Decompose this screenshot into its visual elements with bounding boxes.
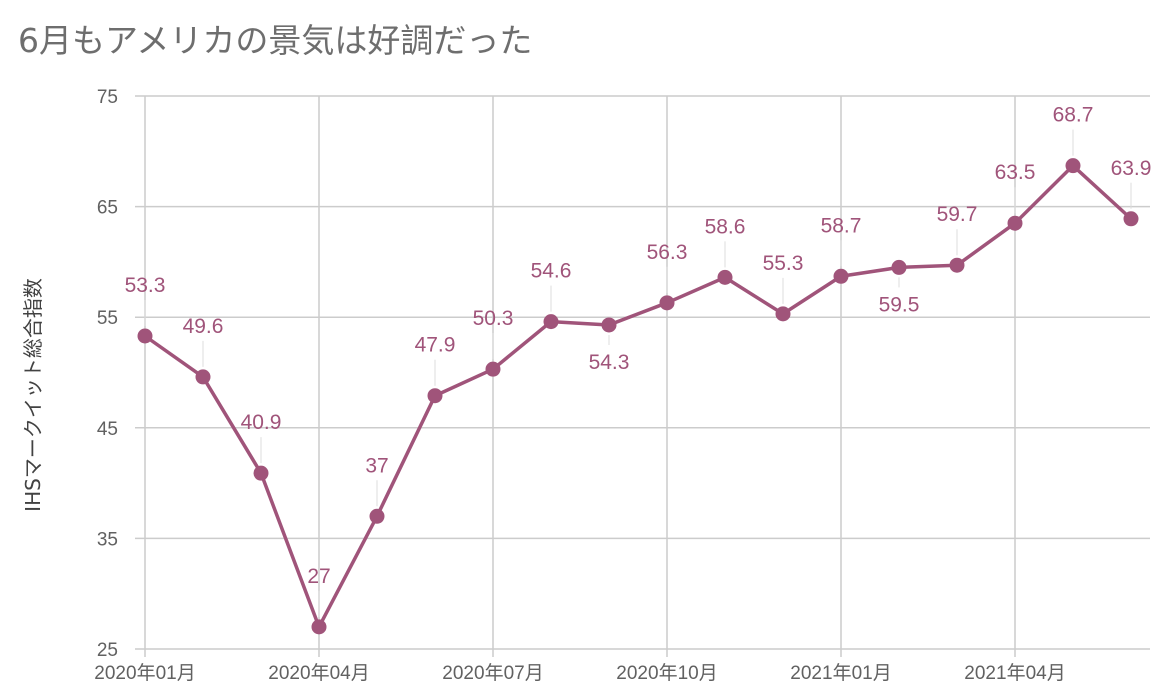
data-point [311,619,327,635]
data-point [891,259,907,275]
y-tick-label: 55 [97,308,118,329]
data-point [1007,215,1023,231]
data-label: 59.7 [937,203,978,226]
data-point [1065,158,1081,174]
data-point [543,314,559,330]
data-label: 27 [307,565,330,588]
data-point [659,295,675,311]
data-labels: 53.3 49.6 40.9 27 37 47.9 50.3 54.6 54.3 56.3 58.6… [125,104,1152,588]
data-point [833,268,849,284]
x-tick-label: 2020年07月 [442,662,543,684]
x-tick-label: 2020年10月 [616,662,717,684]
label-leaders [144,129,1132,617]
grid-lines [135,95,1150,657]
data-point [369,508,385,524]
y-tick-label: 65 [97,198,118,219]
x-axis-ticks: 2020年01月 2020年04月 2020年07月 2020年10月 2021年01月… [94,662,1065,684]
data-point [485,361,501,377]
data-label: 58.7 [821,214,862,237]
y-axis-ticks: 25 35 45 55 65 75 [97,87,118,661]
data-point [949,257,965,273]
data-label: 37 [365,454,388,477]
data-point [253,465,269,481]
x-tick-label: 2021年01月 [790,662,891,684]
y-tick-label: 25 [97,640,118,661]
data-label: 47.9 [415,334,456,357]
x-tick-label: 2020年04月 [268,662,369,684]
data-label: 54.3 [589,351,630,374]
data-label: 54.6 [531,260,572,283]
data-label: 40.9 [241,411,282,434]
series-line [143,163,1133,629]
data-label: 49.6 [183,315,224,338]
data-point [137,328,153,344]
data-label: 50.3 [473,307,514,330]
y-axis-label: IHSマークイット総合指数 [21,278,45,512]
data-label: 55.3 [763,252,804,275]
data-point [775,306,791,322]
data-label: 68.7 [1053,104,1094,127]
chart-title: 6月もアメリカの景気は好調だった [18,21,533,60]
data-label: 56.3 [647,241,688,264]
data-label: 53.3 [125,274,166,297]
y-tick-label: 45 [97,419,118,440]
y-tick-label: 75 [97,87,118,108]
data-label: 58.6 [705,215,746,238]
data-point [427,388,443,404]
x-tick-label: 2020年01月 [94,662,195,684]
data-point [601,317,617,333]
x-tick-label: 2021年04月 [964,662,1065,684]
data-label: 59.5 [879,293,920,316]
data-point [717,269,733,285]
y-tick-label: 35 [97,529,118,550]
data-label: 63.9 [1111,157,1152,180]
data-point [1123,211,1139,227]
data-label: 63.5 [995,161,1036,184]
series-line-group [137,158,1139,635]
data-point [195,369,211,385]
